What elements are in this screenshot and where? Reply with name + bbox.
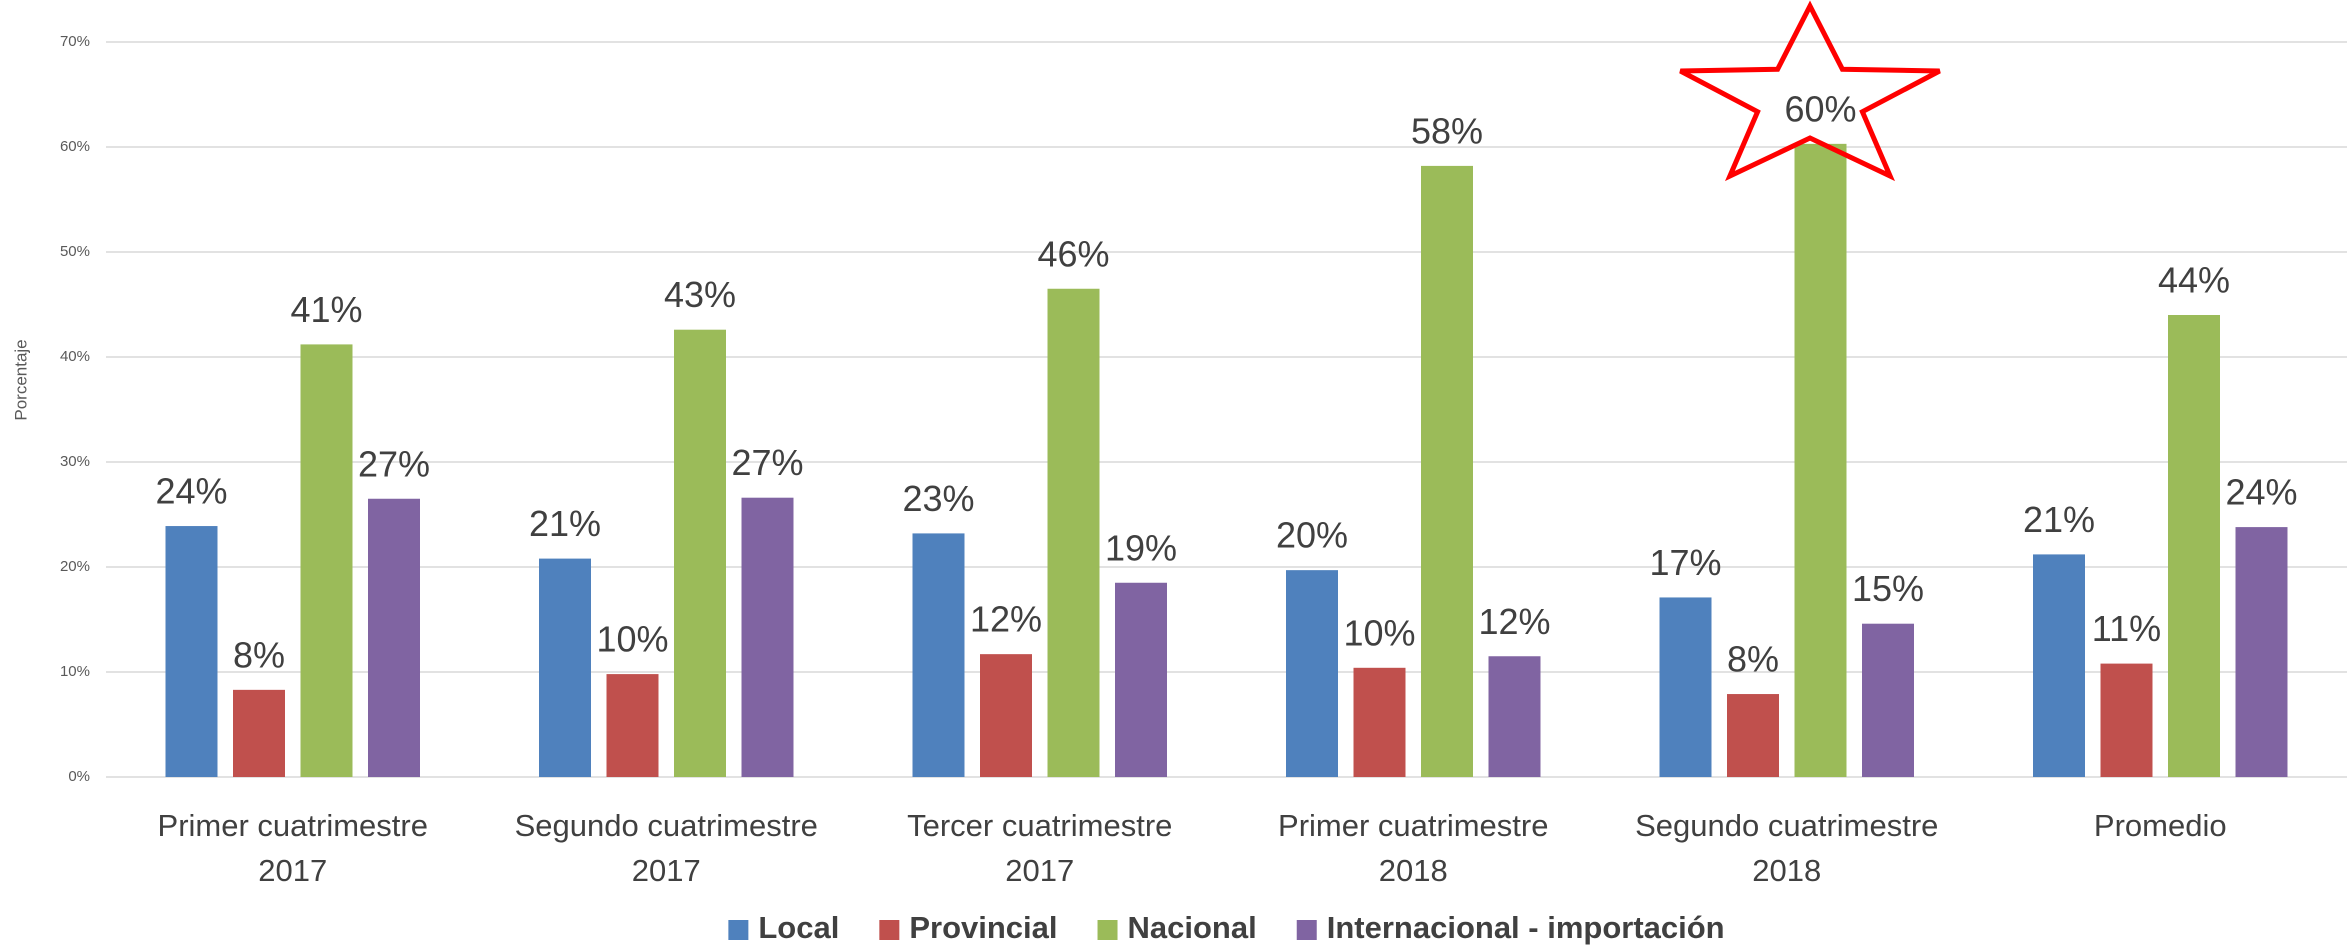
bar: [1727, 694, 1779, 777]
value-label: 8%: [233, 634, 285, 675]
bar: [165, 526, 218, 777]
bar: [980, 654, 1032, 777]
value-label: 17%: [1649, 542, 1721, 583]
legend-swatch: [1296, 920, 1317, 940]
bar: [233, 689, 285, 777]
bar: [1286, 570, 1338, 777]
y-tick-label: 0%: [68, 768, 90, 785]
bar: [1488, 656, 1541, 777]
bar: [912, 533, 965, 777]
bar: [2033, 554, 2085, 777]
x-tick-label: Tercer cuatrimestre 2017: [907, 808, 1172, 888]
bar: [1421, 165, 1473, 777]
y-tick-label: 70%: [60, 33, 90, 50]
bar: [1794, 143, 1847, 778]
y-tick-label: 40%: [60, 348, 90, 365]
bar: [1659, 597, 1712, 777]
value-label: 12%: [970, 599, 1042, 640]
y-tick-label: 60%: [60, 138, 90, 155]
value-label: 27%: [358, 443, 430, 484]
star-highlight: [1679, 0, 1941, 182]
bar: [2168, 315, 2220, 777]
bar: [300, 344, 353, 777]
value-label: 27%: [731, 442, 803, 483]
value-label: 23%: [902, 478, 974, 519]
bar: [674, 329, 726, 777]
y-tick-label: 20%: [60, 558, 90, 575]
legend-swatch: [728, 920, 749, 940]
bar: [606, 674, 659, 777]
legend-swatch: [1097, 920, 1118, 940]
x-tick-label: Promedio: [2094, 808, 2227, 843]
y-tick-label: 10%: [60, 663, 90, 680]
y-axis-label: Porcentaje: [11, 339, 30, 420]
x-tick-label: Segundo cuatrimestre 2018: [1635, 808, 1938, 888]
legend-label: Nacional: [1128, 910, 1257, 945]
value-label: 21%: [2023, 499, 2095, 540]
bar: [1862, 623, 1914, 777]
y-tick-label: 30%: [60, 453, 90, 470]
bar: [1353, 667, 1406, 777]
x-tick-label: Segundo cuatrimestre 2017: [515, 808, 818, 888]
value-label: 10%: [1343, 612, 1415, 653]
value-label: 44%: [2158, 260, 2230, 301]
value-label: 8%: [1727, 639, 1779, 680]
bar: [1047, 288, 1100, 777]
bar: [1115, 582, 1167, 777]
value-label: 24%: [2225, 472, 2297, 513]
bar: [539, 558, 591, 777]
legend-swatch: [879, 920, 900, 940]
value-label: 43%: [664, 274, 736, 315]
value-label: 46%: [1037, 233, 1109, 274]
value-label: 41%: [290, 289, 362, 330]
value-label: 12%: [1478, 601, 1550, 642]
bar: [368, 498, 420, 777]
value-label: 15%: [1852, 568, 1924, 609]
legend-label: Local: [758, 910, 839, 945]
value-label: 10%: [596, 619, 668, 660]
x-tick-label: Primer cuatrimestre 2017: [158, 808, 428, 888]
value-label: 21%: [529, 503, 601, 544]
bar: [741, 497, 794, 777]
x-tick-label: Primer cuatrimestre 2018: [1278, 808, 1548, 888]
bar: [2100, 663, 2153, 777]
bar: [2235, 527, 2288, 777]
value-label: 24%: [155, 471, 227, 512]
legend-label: Provincial: [909, 910, 1057, 945]
value-label: 19%: [1105, 527, 1177, 568]
value-label: 60%: [1784, 88, 1856, 129]
legend-label: Internacional - importación: [1327, 910, 1725, 945]
value-label: 20%: [1276, 515, 1348, 556]
value-label: 11%: [2092, 608, 2161, 649]
value-label: 58%: [1411, 110, 1483, 151]
y-tick-label: 50%: [60, 243, 90, 260]
legend: Local Provincial Nacional Internacional - i…: [728, 910, 1725, 945]
